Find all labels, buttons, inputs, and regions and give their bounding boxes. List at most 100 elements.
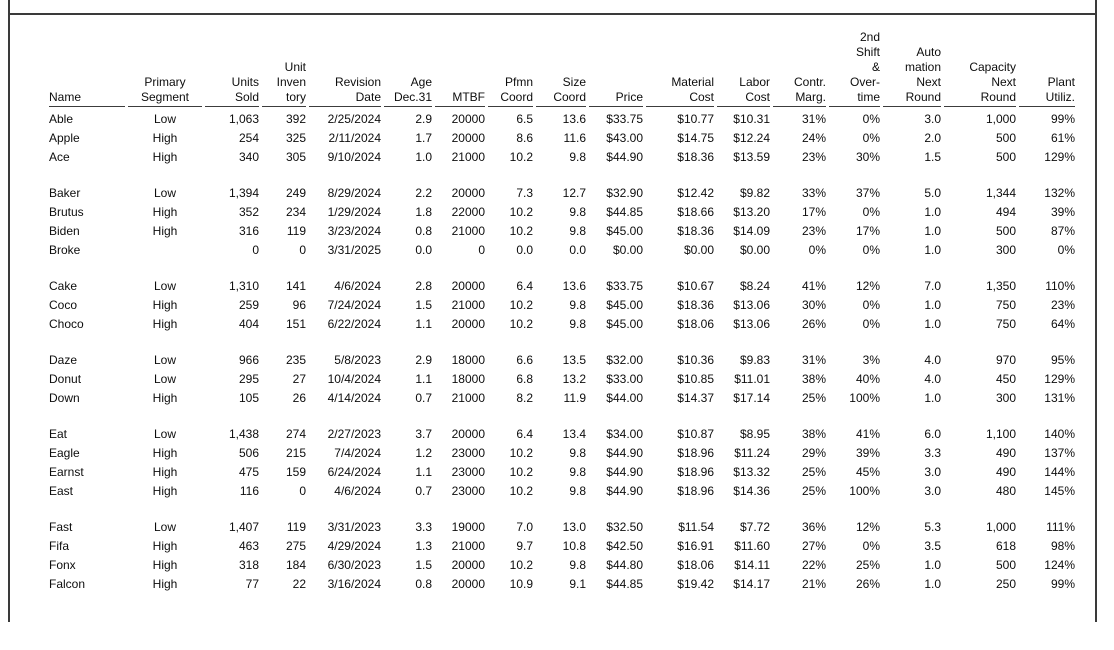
column-header-material-cost: Material Cost xyxy=(646,15,714,107)
cell-pfmn-coord: 6.6 xyxy=(516,353,533,367)
cell-primary-segment: High xyxy=(152,577,178,591)
cell-revision-date: 2/25/2024 xyxy=(327,112,381,126)
cell-pfmn-coord: 6.4 xyxy=(516,427,533,441)
cell-second-shift-overtime: 100% xyxy=(849,391,880,405)
cell-contr-marg: 38% xyxy=(801,372,826,386)
cell-units-sold: 318 xyxy=(238,558,259,572)
cell-units-sold: 77 xyxy=(245,577,259,591)
cell-primary-segment: Low xyxy=(153,186,176,200)
cell-price: $45.00 xyxy=(606,224,643,238)
cell-capacity-next-round: 480 xyxy=(995,484,1016,498)
cell-size-coord: 11.9 xyxy=(563,391,586,405)
cell-plant-utiliz: 140% xyxy=(1044,427,1075,441)
cell-unit-inventory: 325 xyxy=(285,131,306,145)
cell-size-coord: 0.0 xyxy=(569,243,586,257)
cell-size-coord: 13.0 xyxy=(562,520,586,534)
cell-labor-cost: $11.24 xyxy=(734,446,770,460)
cell-contr-marg: 25% xyxy=(801,391,826,405)
cell-unit-inventory: 235 xyxy=(285,353,306,367)
cell-revision-date: 2/27/2023 xyxy=(327,427,381,441)
cell-price: $33.00 xyxy=(606,372,643,386)
cell-second-shift-overtime: 17% xyxy=(855,224,880,238)
cell-capacity-next-round: 970 xyxy=(995,353,1016,367)
column-header-units-sold: Units Sold xyxy=(205,15,259,107)
group-spacer-row xyxy=(49,334,1075,351)
cell-material-cost: $19.42 xyxy=(677,577,714,591)
cell-name: Ace xyxy=(49,150,70,164)
cell-unit-inventory: 159 xyxy=(285,465,306,479)
cell-mtbf: 23000 xyxy=(451,446,485,460)
cell-mtbf: 18000 xyxy=(451,353,485,367)
cell-pfmn-coord: 10.2 xyxy=(509,446,533,460)
cell-primary-segment: High xyxy=(152,391,178,405)
column-header-size-coord: Size Coord xyxy=(536,15,586,107)
table-frame: Name Primary Segment Units Sold Unit Inven … xyxy=(8,0,1097,622)
column-header-mtbf: MTBF xyxy=(435,15,485,107)
cell-unit-inventory: 274 xyxy=(285,427,306,441)
cell-automation-next-round: 7.0 xyxy=(924,279,941,293)
cell-automation-next-round: 4.0 xyxy=(924,353,941,367)
cell-unit-inventory: 119 xyxy=(286,520,306,534)
table-row: Cake Low 1,310 141 4/6/2024 2.8 20000 6.4 13.6 $3… xyxy=(49,277,1075,296)
table-row: Fifa High 463 275 4/29/2024 1.3 21000 9.7 10.8 $4… xyxy=(49,537,1075,556)
cell-labor-cost: $11.01 xyxy=(734,372,770,386)
column-header-age-dec31: Age Dec.31 xyxy=(384,15,432,107)
cell-second-shift-overtime: 41% xyxy=(855,427,880,441)
cell-size-coord: 9.8 xyxy=(569,224,586,238)
cell-units-sold: 105 xyxy=(238,391,259,405)
group-spacer-row xyxy=(49,260,1075,277)
cell-revision-date: 6/24/2024 xyxy=(327,465,381,479)
cell-name: Fast xyxy=(49,520,73,534)
cell-price: $33.75 xyxy=(606,112,643,126)
cell-revision-date: 5/8/2023 xyxy=(334,353,381,367)
cell-unit-inventory: 275 xyxy=(285,539,306,553)
cell-automation-next-round: 1.0 xyxy=(924,577,941,591)
cell-second-shift-overtime: 0% xyxy=(862,539,880,553)
cell-automation-next-round: 1.0 xyxy=(924,205,941,219)
cell-mtbf: 20000 xyxy=(451,558,485,572)
cell-contr-marg: 17% xyxy=(801,205,826,219)
cell-age-dec31: 0.7 xyxy=(415,484,432,498)
cell-contr-marg: 31% xyxy=(801,112,826,126)
cell-unit-inventory: 141 xyxy=(285,279,306,293)
cell-name: Cake xyxy=(49,279,78,293)
cell-second-shift-overtime: 37% xyxy=(855,186,880,200)
cell-second-shift-overtime: 30% xyxy=(855,150,880,164)
cell-labor-cost: $11.60 xyxy=(734,539,770,553)
cell-plant-utiliz: 145% xyxy=(1044,484,1075,498)
cell-primary-segment: High xyxy=(152,317,178,331)
cell-primary-segment: High xyxy=(152,558,178,572)
cell-unit-inventory: 392 xyxy=(285,112,306,126)
cell-age-dec31: 3.3 xyxy=(415,520,432,534)
cell-automation-next-round: 1.0 xyxy=(924,317,941,331)
cell-plant-utiliz: 110% xyxy=(1045,279,1075,293)
cell-unit-inventory: 151 xyxy=(285,317,306,331)
cell-unit-inventory: 96 xyxy=(292,298,306,312)
cell-price: $32.50 xyxy=(606,520,643,534)
cell-size-coord: 12.7 xyxy=(562,186,586,200)
cell-units-sold: 295 xyxy=(238,372,259,386)
cell-primary-segment: Low xyxy=(153,372,176,386)
cell-size-coord: 9.8 xyxy=(569,205,586,219)
cell-second-shift-overtime: 0% xyxy=(862,243,880,257)
cell-age-dec31: 2.9 xyxy=(415,112,432,126)
table-row: Choco High 404 151 6/22/2024 1.1 20000 10.2 9.8 $… xyxy=(49,315,1075,334)
cell-unit-inventory: 305 xyxy=(285,150,306,164)
cell-price: $32.00 xyxy=(606,353,643,367)
cell-second-shift-overtime: 26% xyxy=(855,577,880,591)
group-spacer-row xyxy=(49,167,1075,184)
cell-plant-utiliz: 23% xyxy=(1050,298,1075,312)
group-spacer-row xyxy=(49,501,1075,518)
cell-mtbf: 20000 xyxy=(451,186,485,200)
cell-pfmn-coord: 10.2 xyxy=(509,150,533,164)
cell-second-shift-overtime: 0% xyxy=(862,205,880,219)
cell-pfmn-coord: 10.2 xyxy=(509,205,533,219)
cell-contr-marg: 0% xyxy=(808,243,826,257)
cell-automation-next-round: 1.0 xyxy=(924,224,941,238)
column-header-automation-next-round: Auto mation Next Round xyxy=(883,15,941,107)
cell-age-dec31: 0.0 xyxy=(415,243,432,257)
cell-price: $44.00 xyxy=(606,391,643,405)
cell-age-dec31: 1.7 xyxy=(415,131,432,145)
cell-units-sold: 1,063 xyxy=(228,112,259,126)
